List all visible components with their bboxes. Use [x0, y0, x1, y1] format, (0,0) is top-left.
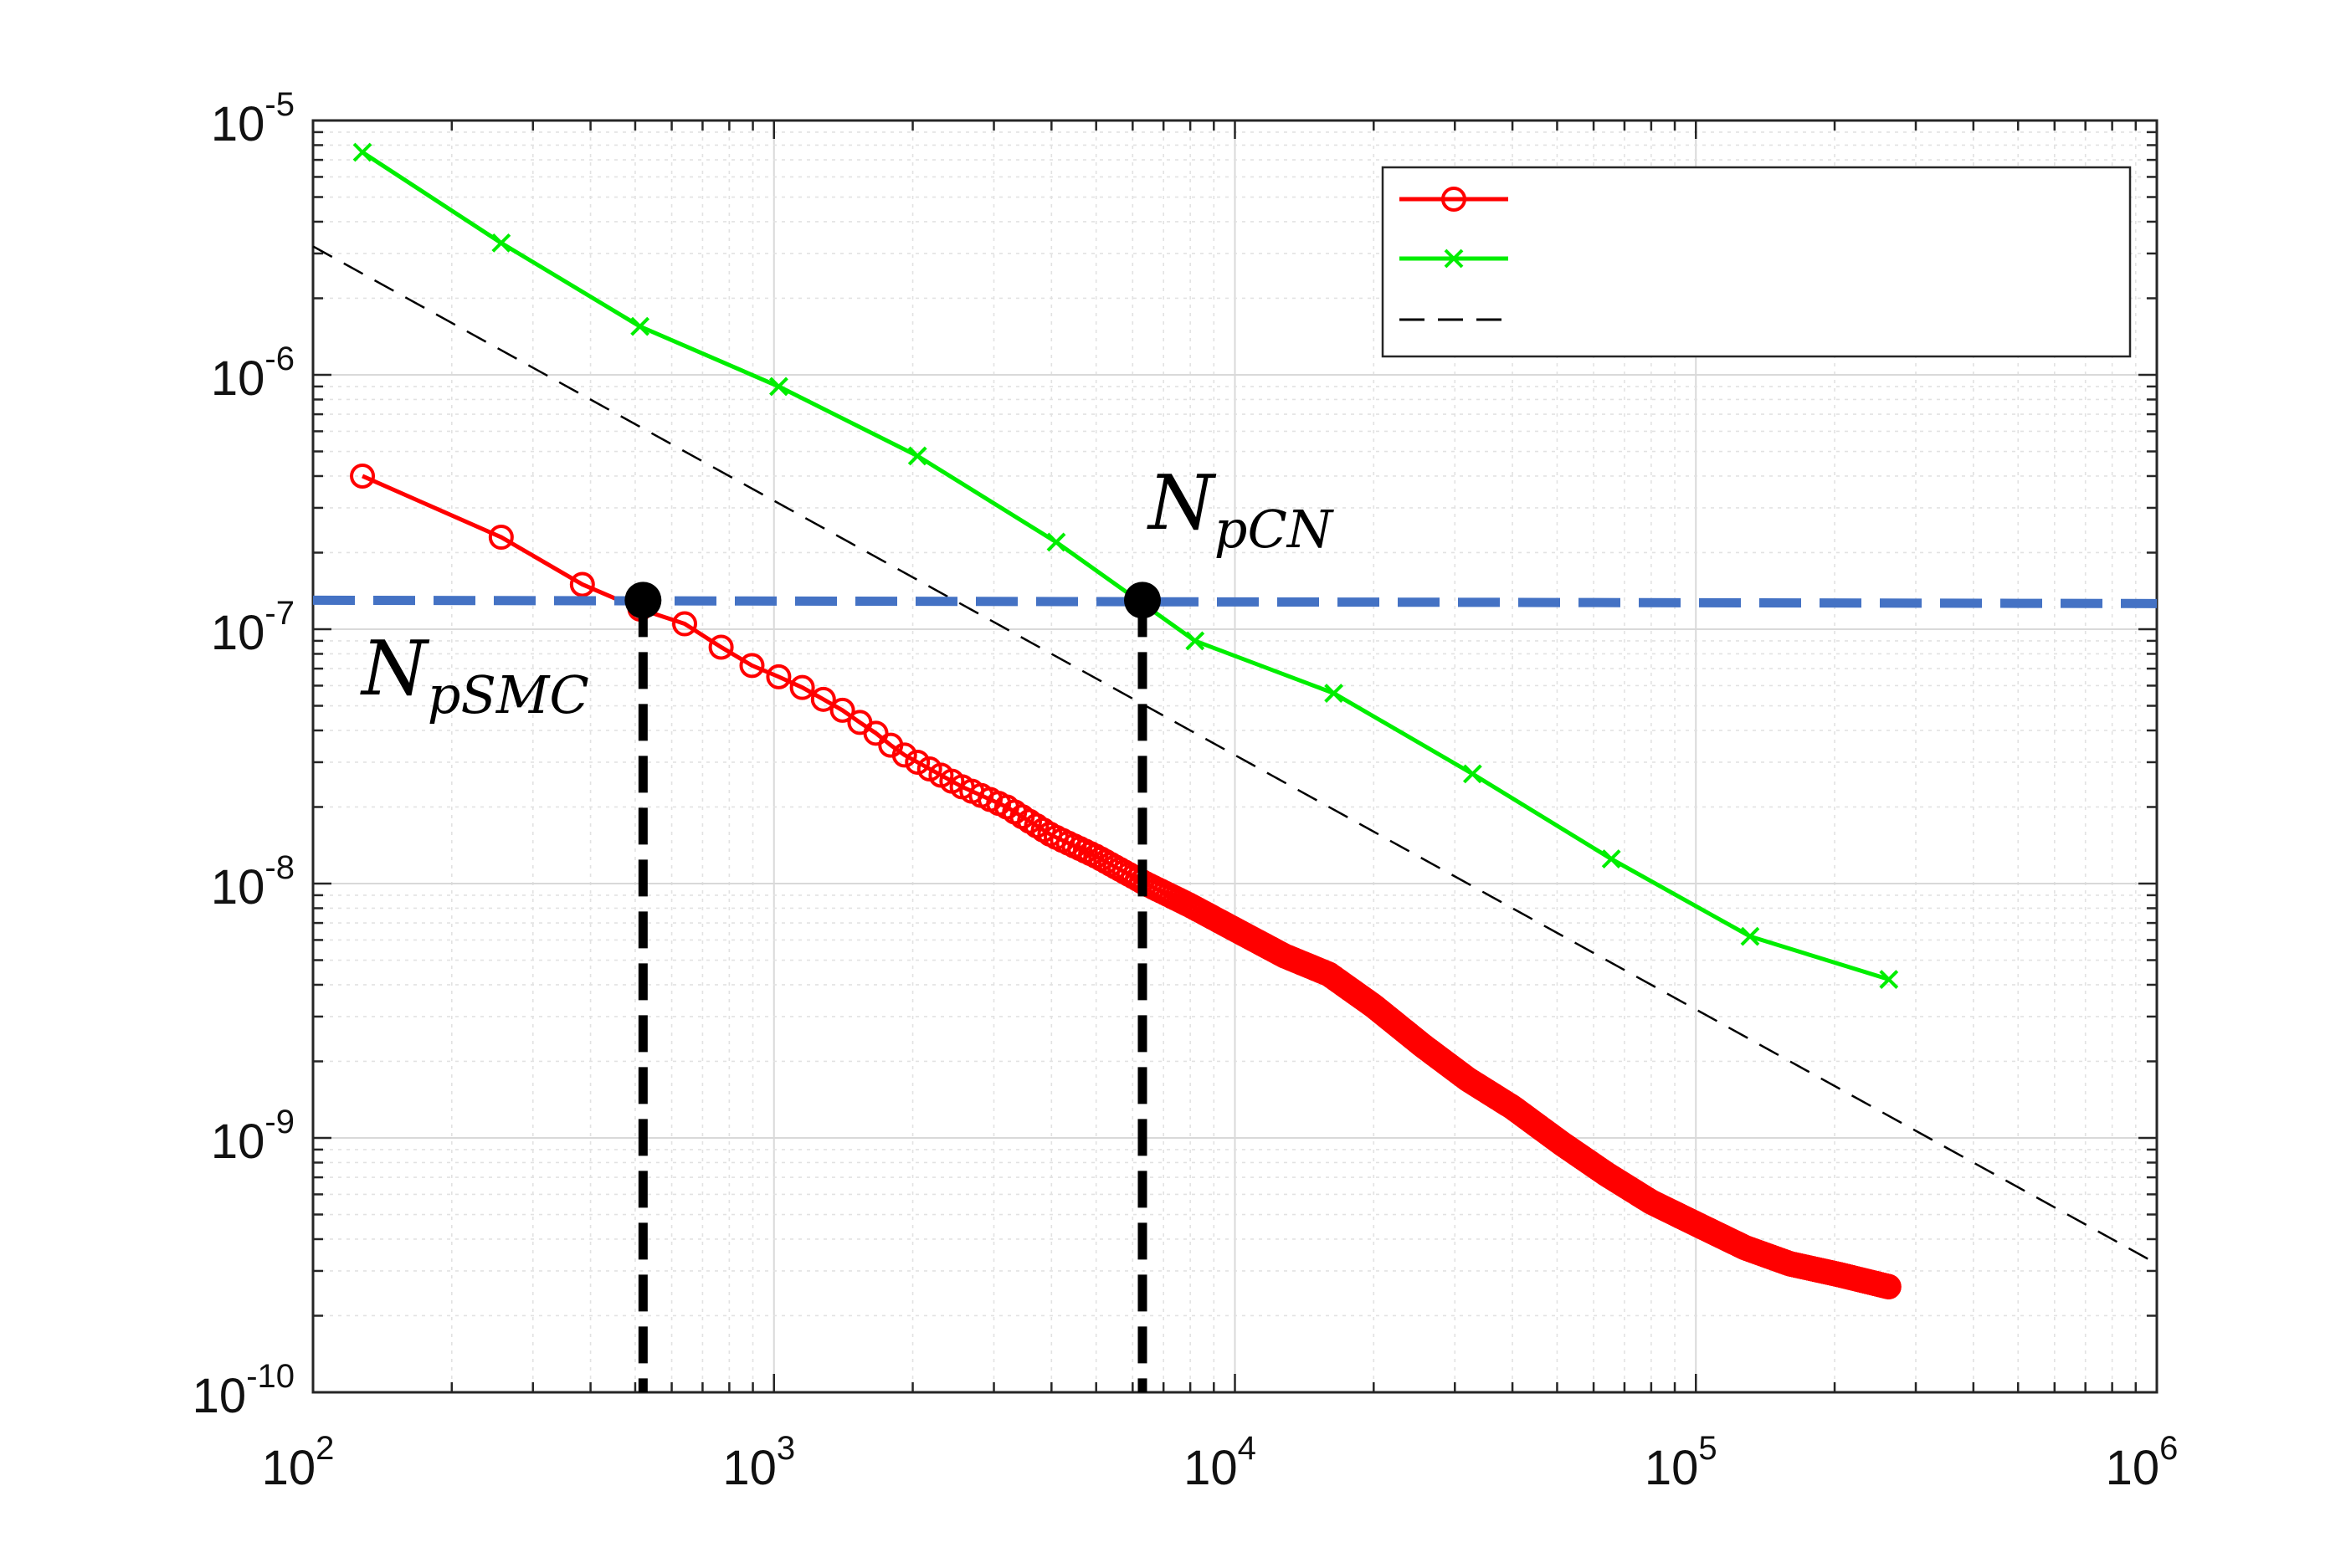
y-tick-exponent: -9 [264, 1104, 295, 1140]
legend [1381, 166, 2132, 358]
x-tick-base: 10 [2106, 1441, 2160, 1495]
x-tick-base: 10 [262, 1441, 316, 1495]
x-tick-exponent: 4 [1238, 1430, 1256, 1467]
series-psmc-marker [708, 634, 734, 660]
series-psmc-marker [1876, 1273, 1902, 1299]
series-psmc-marker [905, 749, 931, 775]
y-tick-base: 10 [192, 1369, 247, 1423]
y-tick-label: 10-6 [211, 341, 295, 406]
x-tick-exponent: 6 [2159, 1430, 2178, 1467]
x-tick-exponent: 2 [316, 1430, 334, 1467]
y-tick-base: 10 [211, 97, 265, 151]
n-pcn-label: NpCN [1147, 459, 1335, 560]
x-tick-label: 104 [1183, 1430, 1256, 1495]
y-tick-label: 10-8 [211, 849, 295, 915]
n-psmc-point [624, 582, 662, 619]
series-pcn-marker [1185, 631, 1205, 651]
y-tick-exponent: -6 [264, 341, 295, 377]
series-pcn-marker [1740, 926, 1760, 946]
series-pcn-marker [491, 233, 511, 253]
series-psmc-marker [488, 525, 514, 551]
n-psmc-base: N [360, 625, 430, 713]
x-tick-exponent: 5 [1698, 1430, 1717, 1467]
series-pcn-marker [769, 377, 788, 397]
series-psmc-marker [863, 720, 889, 746]
y-tick-label: 10-7 [211, 595, 295, 660]
series-pcn-marker [1046, 532, 1066, 552]
x-tick-label: 105 [1645, 1430, 1717, 1495]
series-pcn-line [361, 150, 1890, 981]
y-tick-label: 10-9 [211, 1104, 295, 1169]
x-tick-label: 106 [2106, 1430, 2179, 1495]
x-tick-label: 102 [262, 1430, 335, 1495]
y-tick-exponent: -8 [264, 849, 295, 886]
x-tick-base: 10 [722, 1441, 777, 1495]
legend-box [1381, 166, 2132, 358]
n-psmc-label: NpSMC [360, 625, 589, 725]
legend-swatch-marker-x [1444, 249, 1464, 269]
x-tick-base: 10 [1645, 1441, 1699, 1495]
series-psmc-marker [766, 664, 792, 689]
y-tick-exponent: -5 [264, 86, 295, 123]
y-tick-base: 10 [211, 1115, 265, 1169]
series-psmc-marker [350, 463, 376, 489]
series-psmc-marker [672, 611, 698, 637]
series-pcn-marker [1324, 684, 1344, 703]
series-pcn-marker [1879, 970, 1899, 989]
n-pcn-point [1123, 582, 1161, 619]
x-tick-exponent: 3 [777, 1430, 795, 1467]
series-pcn-marker [630, 316, 650, 336]
y-tick-base: 10 [211, 351, 265, 406]
series-psmc-marker [789, 674, 815, 700]
x-tick-label: 103 [722, 1430, 795, 1495]
series-pcn-marker [907, 446, 927, 466]
y-tick-base: 10 [211, 606, 265, 660]
crossover-line [312, 595, 2158, 608]
series-pcn-marker [1462, 764, 1482, 784]
y-tick-base: 10 [211, 860, 265, 915]
y-tick-label: 10-5 [211, 86, 295, 151]
legend-swatch-marker-circle [1441, 187, 1466, 212]
series-layer [312, 142, 2158, 1299]
n-pcn-subscript: pCN [1214, 499, 1335, 560]
x-tick-base: 10 [1183, 1441, 1238, 1495]
y-tick-label: 10-10 [192, 1358, 295, 1423]
series-psmc-marker [891, 742, 917, 768]
series-psmc-marker [829, 697, 855, 723]
y-tick-exponent: -10 [246, 1358, 295, 1395]
series-pcn-marker [352, 142, 372, 162]
series-psmc-marker [569, 571, 595, 597]
series-pcn-marker [1601, 849, 1621, 869]
series-psmc-marker [739, 653, 765, 679]
y-tick-exponent: -7 [264, 595, 295, 632]
n-pcn-base: N [1147, 459, 1217, 547]
series-psmc-marker [810, 686, 836, 712]
n-psmc-subscript: pSMC [428, 664, 589, 725]
